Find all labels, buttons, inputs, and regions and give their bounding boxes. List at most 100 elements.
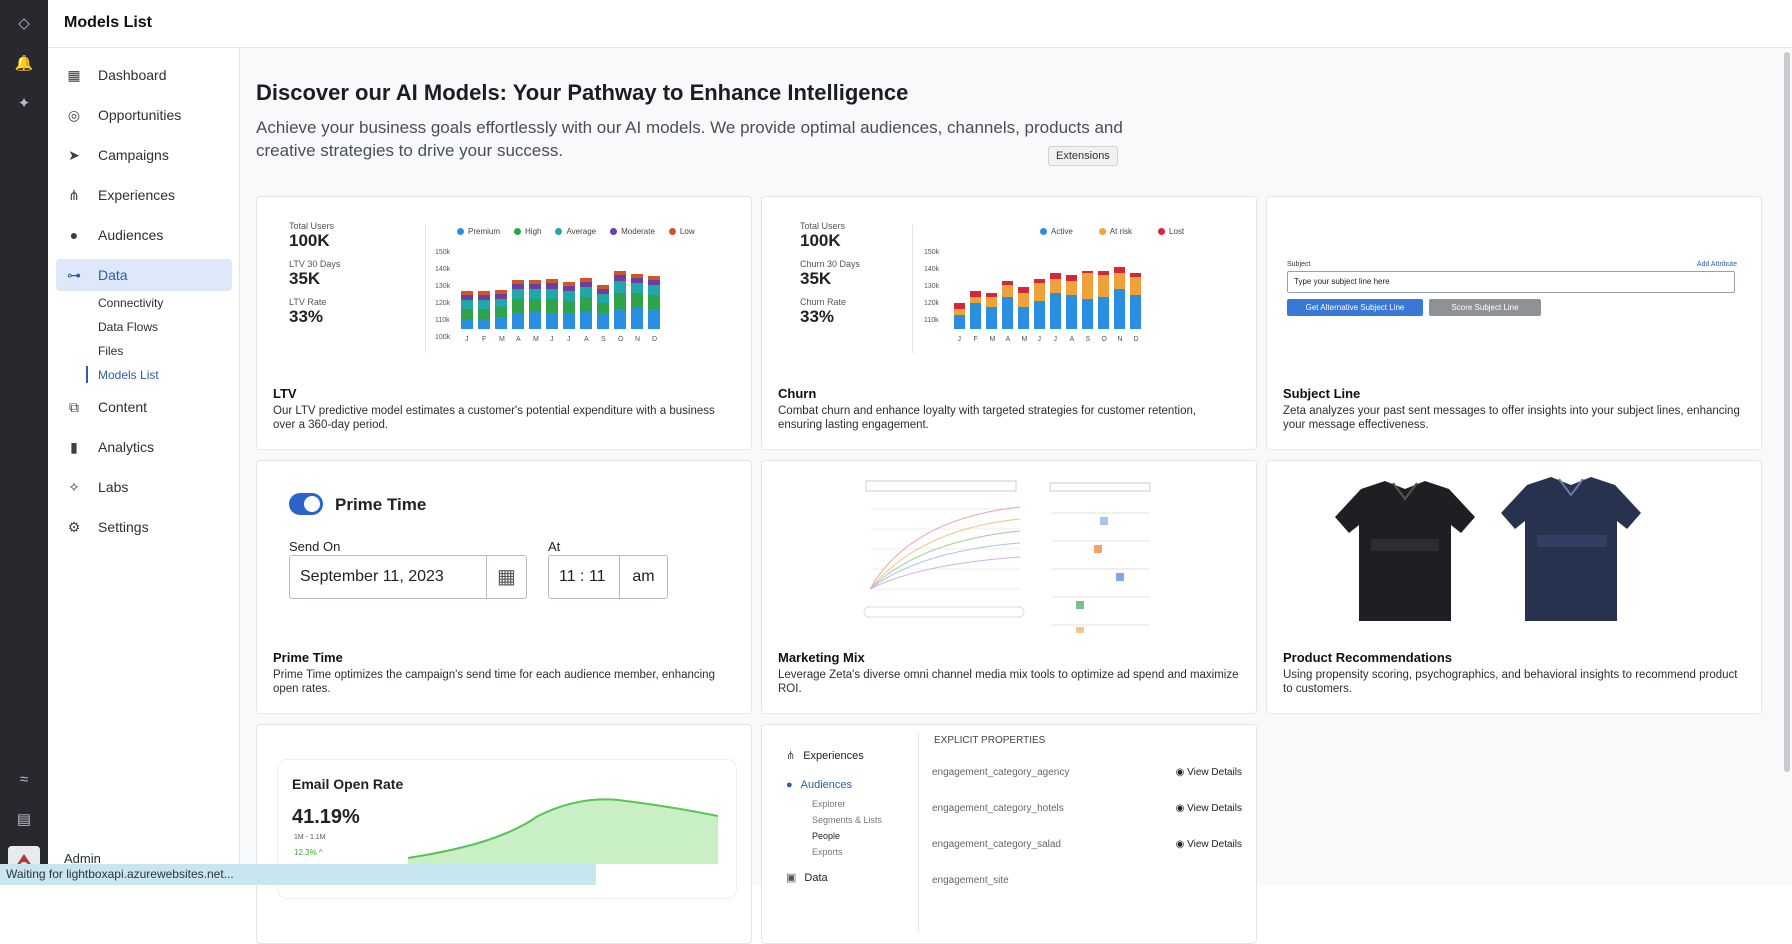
sidebar-item-label: Data <box>98 267 128 283</box>
bar-segment <box>478 309 490 319</box>
sidebar-item-dashboard[interactable]: ▦Dashboard <box>56 59 232 91</box>
bar-segment <box>597 313 609 329</box>
props-nav-segments: Segments & Lists <box>812 815 882 825</box>
sidebar-item-data[interactable]: ⊶Data <box>56 259 232 291</box>
bar-chart-icon: ▮ <box>66 439 82 455</box>
ampm-select[interactable]: am <box>619 556 667 598</box>
stat-value: 100K <box>800 231 860 251</box>
view-details-link[interactable]: ◉ View Details <box>1176 803 1242 814</box>
model-card-marketing-mix[interactable]: Marketing Mix Leverage Zeta's diverse om… <box>761 460 1257 714</box>
book-icon[interactable]: ▤ <box>14 810 34 830</box>
x-tick-label: J <box>567 336 571 343</box>
view-details-link[interactable]: ◉ View Details <box>1176 767 1242 778</box>
prime-time-heading: Prime Time <box>335 495 426 515</box>
score-subject-button[interactable]: Score Subject Line <box>1429 299 1541 316</box>
bar-segment <box>580 297 592 311</box>
model-card-email-open-rate[interactable]: Email Open Rate 41.19% 1M - 1.1M 12.3% ^ <box>256 724 752 944</box>
sidebar-item-experiences[interactable]: ⋔ Experiences <box>56 179 232 211</box>
view-details-link[interactable]: ◉ View Details <box>1176 839 1242 850</box>
marketing-mix-chart <box>770 469 1248 635</box>
stat-label: LTV Rate <box>289 297 340 307</box>
legend-item: Active <box>1040 227 1073 236</box>
model-card-prime-time[interactable]: Prime Time Send On At September 11, 2023… <box>256 460 752 714</box>
x-tick-label: J <box>465 336 469 343</box>
model-card-properties[interactable]: ⋔Experiences ●Audiences Explorer Segment… <box>761 724 1257 944</box>
bar-segment <box>1130 295 1141 329</box>
at-label: At <box>548 539 560 554</box>
sidebar-item-opportunities[interactable]: ◎Opportunities <box>56 99 232 131</box>
sidebar-item-settings[interactable]: ⚙Settings <box>56 511 232 543</box>
bar-segment <box>1002 281 1013 285</box>
scrollbar[interactable] <box>1784 52 1790 772</box>
ltv-legend: Premium High Average Moderate Low <box>457 227 695 236</box>
sparkle-icon[interactable]: ✦ <box>14 94 34 114</box>
subject-input[interactable]: Type your subject line here <box>1287 271 1735 293</box>
stat-label: Total Users <box>289 221 340 231</box>
x-tick-label: M <box>990 336 996 343</box>
hierarchy-icon: ⋔ <box>66 187 82 203</box>
model-card-subject-line[interactable]: Subject Add Attribute Type your subject … <box>1266 196 1762 450</box>
status-bar: Waiting for lightboxapi.azurewebsites.ne… <box>0 864 596 885</box>
card-description: Our LTV predictive model estimates a cus… <box>273 404 737 432</box>
model-card-product-recommendations[interactable]: Product Recommendations Using propensity… <box>1266 460 1762 714</box>
zeta-logo-icon[interactable]: ◇ <box>14 14 34 34</box>
alternative-subject-button[interactable]: Get Alternative Subject Line <box>1287 299 1423 316</box>
bar-segment <box>1034 283 1045 301</box>
sidebar-item-audiences[interactable]: ●Audiences <box>56 219 232 251</box>
x-tick-label: J <box>550 336 554 343</box>
sidebar-item-labs[interactable]: ✧Labs <box>56 471 232 503</box>
legend-item: Lost <box>1158 227 1184 236</box>
sidebar-subitem-connectivity[interactable]: Connectivity <box>98 296 163 310</box>
y-tick-label: 140k <box>924 266 940 273</box>
stat-value: 100K <box>289 231 340 251</box>
props-nav-data: ▣Data <box>786 871 828 884</box>
card-description: Prime Time optimizes the campaign's send… <box>273 668 737 696</box>
tooltip: Extensions <box>1048 146 1118 166</box>
sidebar-item-label: Experiences <box>98 187 175 203</box>
prime-time-toggle[interactable] <box>289 493 323 515</box>
time-picker[interactable]: 11 : 11 am <box>548 555 668 599</box>
x-tick-label: D <box>652 336 657 343</box>
sidebar-subitem-models-list[interactable]: Models List <box>98 368 159 382</box>
bar-segment <box>954 303 965 309</box>
bell-icon[interactable]: 🔔 <box>14 54 34 74</box>
x-tick-label: A <box>1070 336 1075 343</box>
signal-icon[interactable]: ≈ <box>14 770 34 790</box>
date-picker[interactable]: September 11, 2023 ▦ <box>289 555 527 599</box>
x-tick-label: J <box>1038 336 1042 343</box>
sidebar-item-label: Settings <box>98 519 149 535</box>
bar-segment <box>1002 297 1013 329</box>
y-tick-label: 120k <box>435 300 451 307</box>
sidebar-subitem-files[interactable]: Files <box>98 344 123 358</box>
x-tick-label: F <box>974 336 978 343</box>
bar-segment <box>461 319 473 329</box>
sidebar-item-label: Audiences <box>98 227 163 243</box>
calendar-icon[interactable]: ▦ <box>486 556 526 598</box>
sidebar-subitem-data-flows[interactable]: Data Flows <box>98 320 158 334</box>
bar-segment <box>648 295 660 309</box>
sidebar-item-content[interactable]: ⧉Content <box>56 391 232 423</box>
bar-segment <box>1114 273 1125 289</box>
bar-segment <box>461 295 473 300</box>
sidebar-item-analytics[interactable]: ▮Analytics <box>56 431 232 463</box>
dashboard-icon: ▦ <box>66 67 82 83</box>
table-row: engagement_category_salad◉ View Details <box>932 839 1242 875</box>
bar-segment <box>1018 287 1029 293</box>
bar-segment <box>546 279 558 283</box>
x-tick-label: A <box>584 336 589 343</box>
bar-segment <box>614 275 626 281</box>
jersey-images <box>1275 469 1753 635</box>
churn-legend: Active At risk Lost <box>1040 227 1184 236</box>
add-attribute-link[interactable]: Add Attribute <box>1697 261 1737 268</box>
bar-segment <box>970 291 981 297</box>
x-tick-label: M <box>1022 336 1028 343</box>
main-content: Discover our AI Models: Your Pathway to … <box>240 48 1792 885</box>
x-tick-label: M <box>533 336 539 343</box>
bar-segment <box>1018 293 1029 307</box>
bar-segment <box>631 278 643 283</box>
sidebar-item-campaigns[interactable]: ➤Campaigns <box>56 139 232 171</box>
bar-segment <box>1050 273 1061 279</box>
